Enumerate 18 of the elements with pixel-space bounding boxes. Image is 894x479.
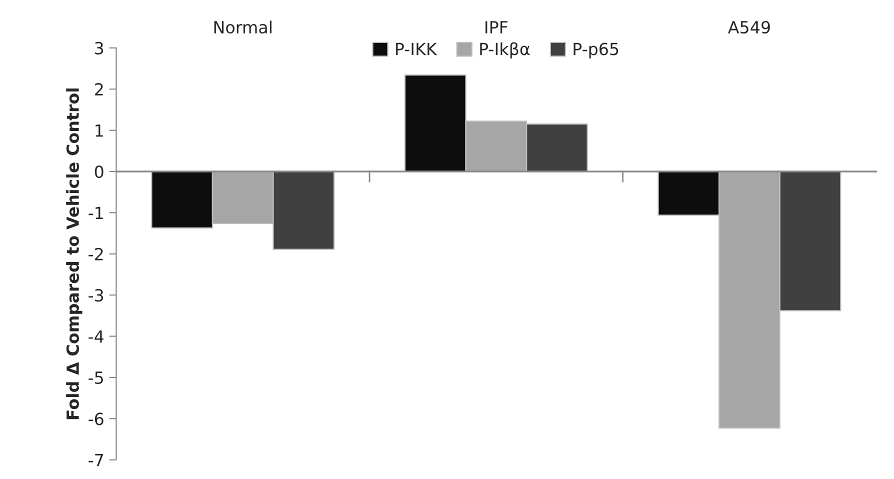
y-tick-label: -6 bbox=[88, 412, 104, 426]
x-tick-label: Normal bbox=[214, 20, 272, 34]
x-tick-label: IPF bbox=[486, 21, 508, 34]
y-axis-title: Fold Δ Compared to Vehicle Control bbox=[66, 88, 82, 420]
y-tick-label: 3 bbox=[95, 42, 104, 54]
y-tick-label: 0 bbox=[94, 165, 104, 178]
y-tick-label: -4 bbox=[88, 330, 104, 343]
legend-label: P-IKK bbox=[396, 42, 438, 56]
y-tick-label: -7 bbox=[88, 454, 103, 466]
y-tick-label: 2 bbox=[95, 83, 103, 96]
y-tick-label: -2 bbox=[88, 248, 103, 260]
x-tick-label: A549 bbox=[728, 20, 770, 34]
legend-label: P-Ikβα bbox=[480, 42, 530, 59]
legend-label: P-p65 bbox=[574, 42, 618, 59]
y-tick-label: -3 bbox=[88, 289, 104, 302]
y-tick-label: -5 bbox=[88, 372, 103, 384]
y-tick-label: -1 bbox=[88, 206, 103, 220]
y-tick-label: 1 bbox=[96, 124, 103, 137]
